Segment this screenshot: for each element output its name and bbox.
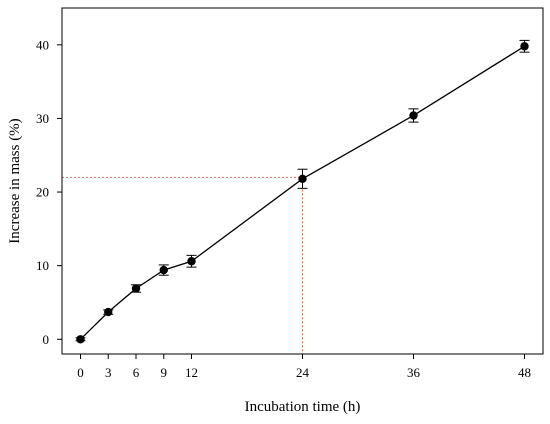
- reference-lines: [62, 176, 303, 354]
- data-layer: [75, 39, 530, 344]
- data-point: [409, 111, 418, 120]
- x-tick-label: 24: [296, 365, 310, 380]
- data-point: [520, 42, 529, 51]
- x-tick-label: 6: [133, 365, 140, 380]
- y-tick-label: 20: [36, 185, 49, 200]
- y-tick-label: 0: [43, 332, 50, 347]
- data-point: [104, 307, 113, 317]
- x-tick-label: 9: [161, 365, 168, 380]
- data-point: [131, 284, 141, 293]
- x-tick-label: 36: [407, 365, 421, 380]
- x-tick-label: 48: [518, 365, 531, 380]
- y-axis-title: Increase in mass (%): [7, 118, 23, 243]
- x-tick-label: 0: [77, 365, 84, 380]
- data-point: [76, 335, 85, 344]
- data-point: [298, 174, 307, 183]
- series-line: [80, 45, 525, 340]
- x-tick-label: 12: [185, 365, 198, 380]
- y-tick-label: 10: [36, 258, 49, 273]
- data-point: [187, 257, 196, 266]
- x-axis-title: Incubation time (h): [245, 399, 361, 415]
- y-tick-label: 30: [36, 111, 49, 126]
- y-tick-label: 40: [36, 37, 49, 52]
- x-tick-label: 3: [105, 365, 112, 380]
- data-point: [159, 265, 168, 275]
